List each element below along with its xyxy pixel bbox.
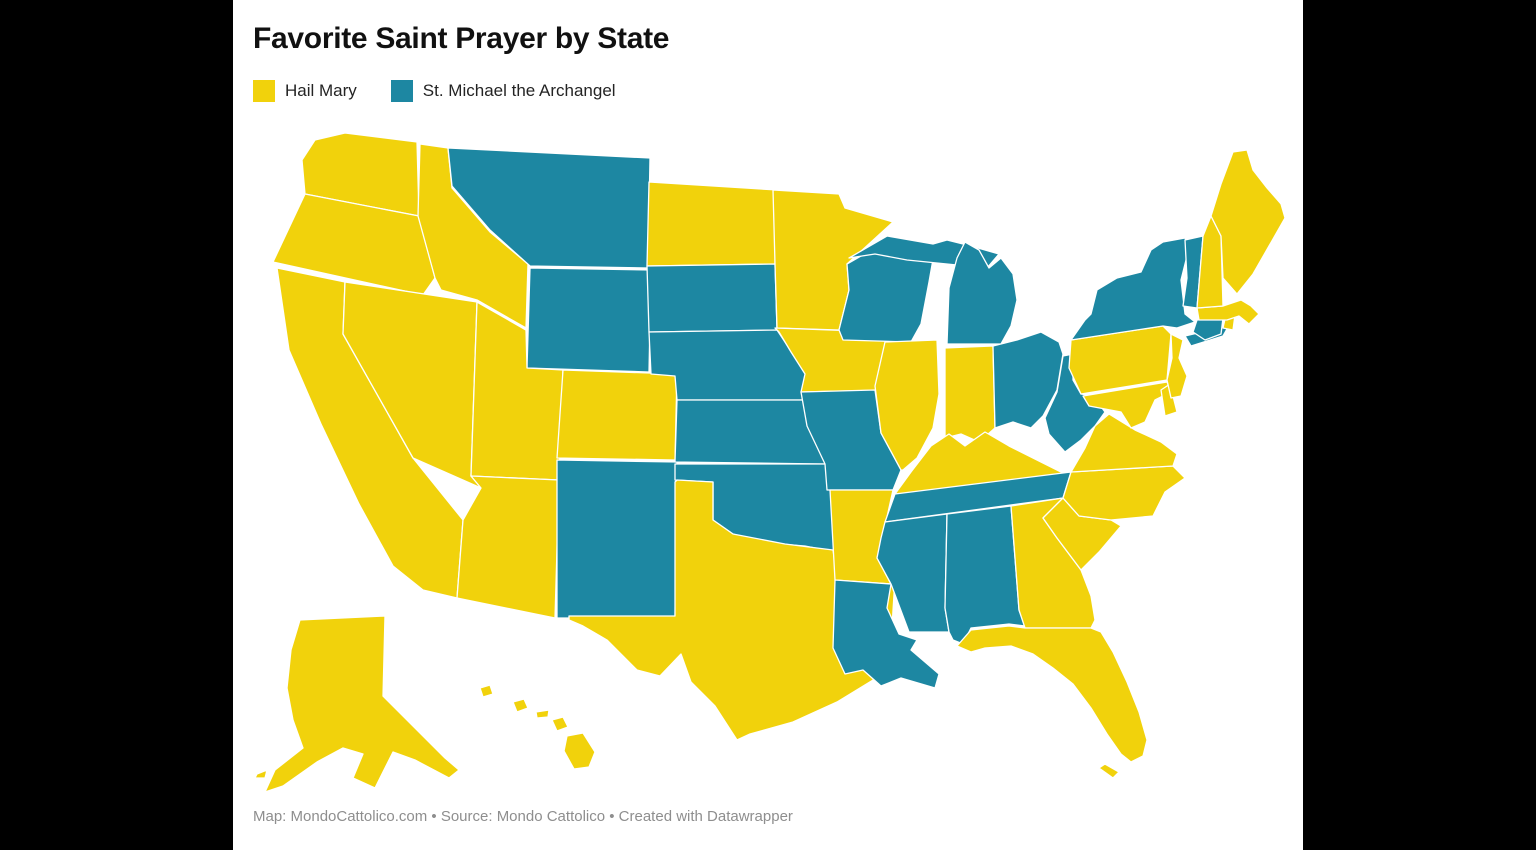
us-choropleth-map (254, 132, 1286, 793)
legend-label-hail-mary: Hail Mary (285, 81, 357, 100)
state-TX[interactable] (568, 479, 896, 741)
state-FL[interactable] (956, 625, 1148, 779)
state-NC[interactable] (1062, 465, 1186, 521)
state-AZ[interactable] (456, 475, 560, 619)
map-footer: Map: MondoCattolico.com • Source: Mondo … (253, 808, 793, 825)
state-ND[interactable] (646, 181, 778, 267)
datawrapper-chart: Favorite Saint Prayer by State Hail Mary… (233, 0, 1303, 850)
legend-item-st-michael: St. Michael the Archangel (390, 80, 616, 102)
state-NH[interactable] (1196, 215, 1224, 309)
state-CO[interactable] (556, 369, 678, 461)
state-MA[interactable] (1196, 299, 1260, 325)
state-ME[interactable] (1210, 149, 1286, 295)
state-KS[interactable] (674, 399, 826, 465)
states-layer (254, 132, 1286, 793)
chart-title: Favorite Saint Prayer by State (253, 22, 670, 55)
state-SD[interactable] (646, 263, 778, 333)
state-IL[interactable] (874, 339, 940, 471)
state-HI[interactable] (479, 684, 596, 770)
legend-swatch-hail-mary (253, 80, 275, 102)
state-MT[interactable] (447, 147, 651, 269)
state-NJ[interactable] (1166, 333, 1188, 399)
legend-item-hail-mary: Hail Mary (253, 80, 357, 102)
state-VA[interactable] (1070, 413, 1178, 473)
state-LA[interactable] (832, 579, 940, 689)
state-NM[interactable] (556, 459, 678, 619)
state-AK[interactable] (254, 615, 460, 793)
state-WY[interactable] (526, 267, 652, 373)
state-IN[interactable] (944, 345, 996, 443)
legend: Hail Mary St. Michael the Archangel (253, 80, 650, 102)
state-NY[interactable] (1070, 237, 1196, 341)
state-DE[interactable] (1160, 383, 1178, 417)
legend-label-st-michael: St. Michael the Archangel (422, 81, 616, 100)
state-MI[interactable] (946, 241, 1018, 345)
legend-swatch-st-michael (390, 80, 413, 102)
